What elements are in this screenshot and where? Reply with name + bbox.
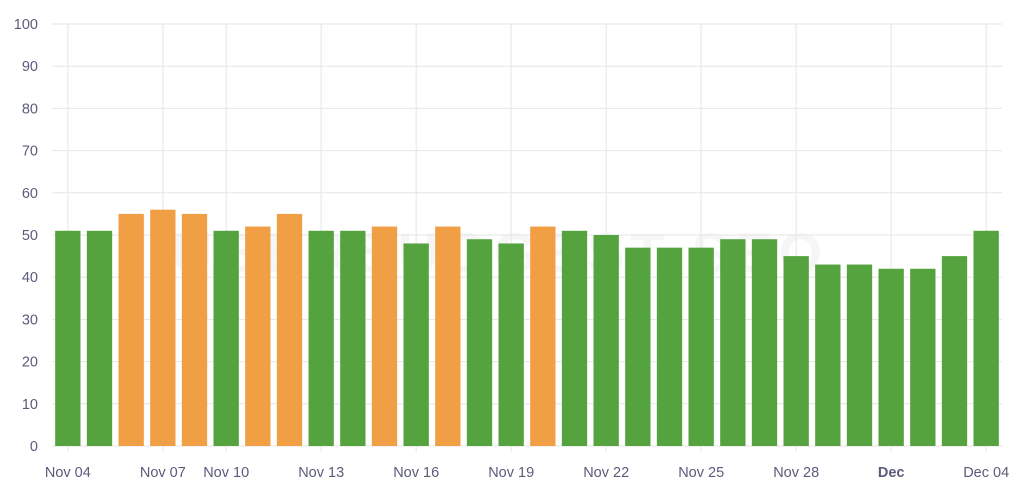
y-tick-label: 80 (22, 101, 38, 117)
x-tick-label: Dec 04 (963, 465, 1009, 481)
bar (340, 230, 366, 446)
bar (150, 209, 176, 446)
bar (403, 243, 429, 446)
bar (55, 230, 81, 446)
bar (181, 213, 208, 446)
x-tick-label: Nov 25 (678, 465, 724, 481)
bar (656, 247, 683, 446)
bar (910, 268, 936, 446)
bar (720, 239, 746, 446)
bar (276, 213, 303, 446)
y-tick-label: 60 (22, 186, 38, 202)
y-tick-label: 0 (30, 439, 38, 455)
y-tick-label: 40 (22, 270, 38, 286)
x-tick-label: Nov 22 (583, 465, 629, 481)
y-tick-label: 50 (22, 228, 38, 244)
y-axis: 0 10 20 30 40 50 60 70 80 90 100 (14, 17, 38, 455)
bar (308, 230, 334, 446)
x-tick-label: Nov 04 (45, 465, 91, 481)
y-tick-label: 30 (22, 312, 38, 328)
bar (625, 247, 651, 446)
bar (530, 226, 556, 446)
bar (118, 213, 144, 446)
bar (86, 230, 113, 446)
y-tick-label: 10 (22, 397, 38, 413)
bar (435, 226, 461, 446)
bars (55, 209, 999, 446)
x-tick-label: Nov 28 (773, 465, 819, 481)
bar (815, 264, 841, 446)
y-tick-label: 20 (22, 355, 38, 371)
bar (561, 230, 588, 446)
x-axis: Nov 04 Nov 07 Nov 10 Nov 13 Nov 16 Nov 19 Nov … (45, 465, 1009, 481)
bar (466, 239, 493, 446)
x-tick-label: Nov 13 (298, 465, 344, 481)
bar (751, 239, 778, 446)
bar (688, 247, 714, 446)
x-tick-label: Nov 07 (140, 465, 186, 481)
x-tick-label: Nov 19 (488, 465, 534, 481)
bar (593, 235, 619, 446)
y-tick-label: 100 (14, 17, 38, 33)
x-tick-label: Nov 16 (393, 465, 439, 481)
bar (783, 256, 809, 446)
bar (498, 243, 524, 446)
bar (371, 226, 398, 446)
bar (213, 230, 239, 446)
bar (973, 230, 999, 446)
bar (245, 226, 271, 446)
bar (878, 268, 904, 446)
bar (846, 264, 873, 446)
x-tick-label: Dec (878, 465, 905, 481)
bar (941, 256, 968, 446)
x-tick-label: Nov 10 (203, 465, 249, 481)
y-tick-label: 70 (22, 144, 38, 160)
y-tick-label: 90 (22, 59, 38, 75)
